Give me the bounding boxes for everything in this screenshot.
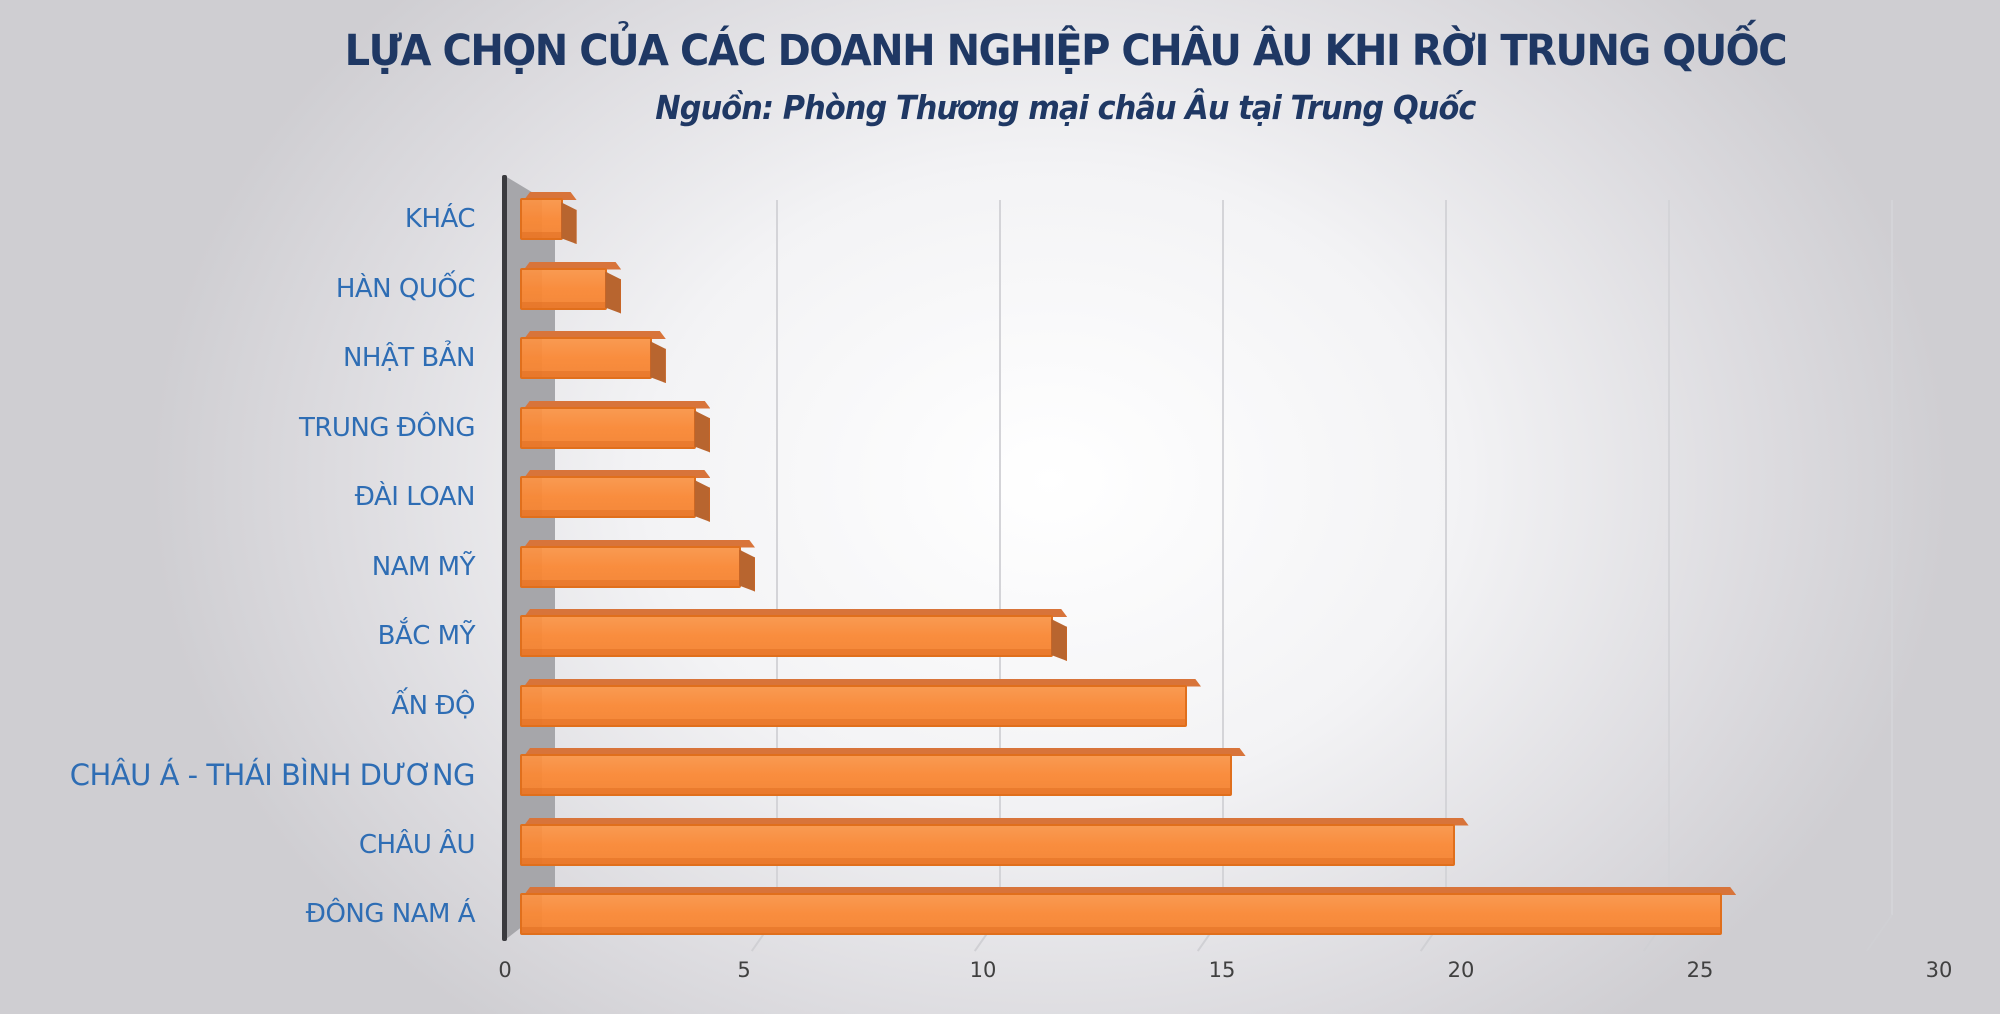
bar-top-face (524, 401, 710, 409)
bar-front-face (520, 476, 697, 518)
bar[interactable] (520, 685, 1205, 727)
bar-side-face (694, 480, 710, 522)
bar[interactable] (520, 615, 1071, 657)
bar[interactable] (520, 407, 714, 449)
x-tick-label: 20 (1447, 958, 1475, 982)
category-label: NHẬT BẢN (342, 343, 476, 373)
bar[interactable] (520, 546, 759, 588)
bar-top-face (524, 609, 1067, 617)
category-label: ẤN ĐỘ (391, 690, 475, 721)
category-label: CHÂU ÂU (358, 829, 476, 860)
chart-subtitle: Nguồn: Phòng Thương mại châu Âu tại Trun… (655, 88, 1476, 127)
bar-top-face (524, 887, 1736, 895)
bar-front-face (520, 893, 1723, 935)
floor-gridline (1865, 914, 1893, 952)
bar-top-face (524, 540, 755, 548)
bar-front-face (520, 615, 1054, 657)
bar[interactable] (520, 268, 625, 310)
bar-front-face (520, 198, 563, 240)
category-label: CHÂU Á - THÁI BÌNH DƯƠNG (69, 758, 476, 792)
bar-top-face (524, 331, 666, 339)
bar-top-face (524, 262, 621, 270)
bar-front-face (520, 406, 697, 449)
gridline (1668, 200, 1670, 915)
x-tick-label: 10 (969, 958, 997, 982)
gridline (1891, 200, 1893, 915)
bar[interactable] (520, 337, 670, 379)
bar[interactable] (520, 754, 1250, 796)
y-axis-line (502, 175, 507, 941)
bar-front-face (520, 337, 652, 379)
bar[interactable] (520, 476, 714, 518)
bar-side-face (694, 411, 710, 453)
bar-side-face (739, 550, 755, 592)
x-tick-label: 25 (1686, 958, 1714, 982)
bar-side-face (650, 341, 666, 383)
category-label: KHÁC (404, 204, 476, 234)
x-tick-label: 0 (498, 958, 512, 982)
x-tick-label: 15 (1208, 958, 1236, 982)
bar-front-face (520, 545, 741, 588)
gridline (1445, 200, 1447, 915)
category-label: TRUNG ĐÔNG (298, 412, 476, 443)
bar-top-face (524, 192, 577, 200)
bar[interactable] (520, 893, 1740, 935)
category-label: ĐÀI LOAN (354, 482, 476, 512)
bar[interactable] (520, 198, 581, 240)
bar-top-face (524, 748, 1246, 756)
gridline (776, 200, 778, 915)
bar-front-face (520, 267, 608, 310)
x-tick-label: 5 (737, 958, 751, 982)
bar-front-face (520, 754, 1232, 796)
bar-top-face (524, 679, 1201, 687)
bar[interactable] (520, 824, 1473, 866)
category-label: NAM MỸ (371, 551, 476, 582)
bar-top-face (524, 470, 710, 478)
category-label: BẮC MỸ (377, 621, 476, 651)
gridline (999, 200, 1001, 915)
bar-side-face (605, 272, 621, 314)
bar-front-face (520, 684, 1187, 727)
x-tick-label: 30 (1925, 958, 1953, 982)
bar-front-face (520, 823, 1455, 866)
bar-side-face (1051, 619, 1067, 661)
bar-side-face (561, 202, 577, 244)
category-label: HÀN QUỐC (335, 273, 476, 304)
gridline (1222, 200, 1224, 915)
chart-title: LỰA CHỌN CỦA CÁC DOANH NGHIỆP CHÂU ÂU KH… (344, 26, 1788, 76)
bar-top-face (524, 818, 1469, 826)
category-label: ĐÔNG NAM Á (305, 899, 476, 929)
